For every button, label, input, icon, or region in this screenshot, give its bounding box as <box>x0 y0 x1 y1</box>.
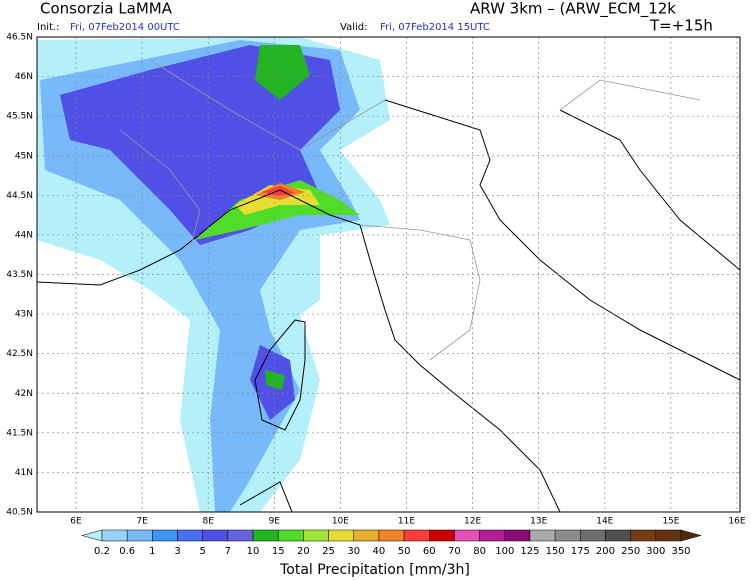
lat-label: 46N <box>15 72 33 82</box>
init-label: Init.: <box>37 22 60 33</box>
colorbar-segment <box>454 529 480 542</box>
model: ARW 3km – (ARW_ECM_12k <box>470 0 676 19</box>
lat-label: 45N <box>15 151 33 161</box>
colorbar-segment <box>529 529 556 542</box>
lon-label: 8E <box>202 517 214 527</box>
colorbar-label: 50 <box>398 546 411 557</box>
lon-label: 14E <box>596 517 613 527</box>
colorbar-label: 60 <box>423 546 436 557</box>
lon-label: 6E <box>70 517 82 527</box>
colorbar-label: 175 <box>571 546 590 557</box>
colorbar-title: Total Precipitation [mm/3h] <box>279 562 470 578</box>
map-frame <box>36 36 741 513</box>
valid-label: Valid: <box>340 22 367 33</box>
lat-label: 43.5N <box>6 270 33 280</box>
colorbar-label: 0.6 <box>119 546 135 557</box>
colorbar-segment <box>630 529 657 542</box>
colorbar-segment <box>378 529 405 542</box>
colorbar-label: 70 <box>448 546 461 557</box>
colorbar-arrow <box>680 529 702 542</box>
colorbar-segment <box>429 529 455 542</box>
colorbar-label: 3 <box>174 546 180 557</box>
borders <box>119 59 701 361</box>
lat-label: 43N <box>15 310 33 320</box>
colorbar-segment <box>328 529 354 542</box>
colorbar-label: 10 <box>247 546 260 557</box>
colorbar-segment <box>353 529 380 542</box>
colorbar-segment <box>605 529 631 542</box>
lat-label: 42.5N <box>6 349 33 359</box>
colorbar-segment <box>655 529 682 542</box>
colorbar-label: 5 <box>200 546 206 557</box>
lon-label: 15E <box>662 517 679 527</box>
colorbar-label: 80 <box>473 546 486 557</box>
lon-label: 10E <box>332 517 349 527</box>
colorbar-segment <box>504 529 531 542</box>
colorbar-segment <box>152 529 178 542</box>
colorbar-label: 40 <box>373 546 386 557</box>
lat-label: 42N <box>15 389 33 399</box>
lat-label: 44N <box>15 230 33 240</box>
colorbar-segment <box>126 529 153 542</box>
lat-label: 40.5N <box>6 508 33 518</box>
colorbar-label: 15 <box>272 546 285 557</box>
graticule: 46.5N 46N 45.5N 45N 44.5N 44N 43.5N 43N 42.5N 42N… <box>6 33 746 527</box>
colorbar-label: 0.2 <box>94 546 110 557</box>
colorbar-segment <box>252 529 279 542</box>
colorbar-segment <box>479 529 506 542</box>
lon-label: 7E <box>136 517 148 527</box>
colorbar-arrow <box>81 529 103 542</box>
title: Consorzia LaMMA <box>40 0 173 18</box>
lead-time: T=+15h <box>649 17 713 35</box>
valid-time: Fri, 07Feb2014 15UTC <box>380 22 490 33</box>
colorbar-segment <box>303 529 329 542</box>
coastlines <box>36 99 741 513</box>
colorbar-label: 250 <box>621 546 640 557</box>
colorbar-segment <box>277 529 304 542</box>
colorbar-segment <box>177 529 203 542</box>
lat-label: 41N <box>15 468 33 478</box>
colorbar-label: 25 <box>322 546 335 557</box>
lat-label: 44.5N <box>6 191 33 201</box>
lon-label: 12E <box>464 517 481 527</box>
colorbar-label: 300 <box>646 546 665 557</box>
colorbar-segment <box>101 529 128 542</box>
colorbar-label: 200 <box>596 546 615 557</box>
lat-label: 41.5N <box>6 428 33 438</box>
lon-label: 11E <box>398 517 415 527</box>
colorbar-label: 125 <box>520 546 539 557</box>
colorbar-label: 20 <box>297 546 310 557</box>
lon-label: 16E <box>728 517 745 527</box>
colorbar: 0.2 0.6 1 3 5 7 10 15 20 25 30 40 50 60 70 80 100 125 150 1… <box>81 529 702 557</box>
init-time: Fri, 07Feb2014 00UTC <box>70 22 180 33</box>
colorbar-label: 1 <box>149 546 155 557</box>
lon-label: 13E <box>530 517 547 527</box>
colorbar-segment <box>403 529 430 542</box>
colorbar-label: 7 <box>225 546 231 557</box>
lon-label: 9E <box>269 517 281 527</box>
colorbar-label: 350 <box>671 546 690 557</box>
colorbar-segment <box>202 529 229 542</box>
colorbar-segment <box>580 529 606 542</box>
lat-label: 45.5N <box>6 112 33 122</box>
colorbar-label: 30 <box>347 546 360 557</box>
colorbar-segment <box>554 529 581 542</box>
colorbar-segment <box>227 529 254 542</box>
lat-label: 46.5N <box>6 33 33 43</box>
colorbar-label: 150 <box>546 546 565 557</box>
colorbar-label: 100 <box>495 546 514 557</box>
